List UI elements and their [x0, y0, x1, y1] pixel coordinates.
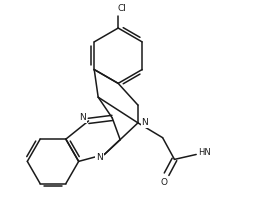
Text: N: N [79, 113, 86, 123]
Text: Cl: Cl [118, 4, 126, 13]
Text: HN: HN [198, 148, 210, 157]
Text: N: N [96, 153, 103, 162]
Text: O: O [160, 178, 167, 187]
Text: N: N [142, 118, 148, 127]
